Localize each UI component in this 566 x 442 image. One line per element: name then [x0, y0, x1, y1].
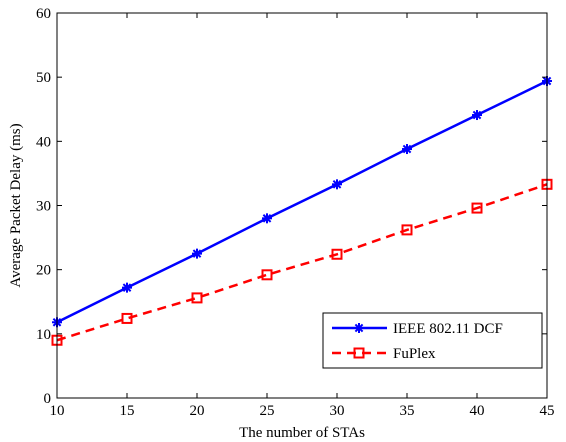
data-point-0-2: [192, 248, 202, 259]
data-point-0-4: [332, 179, 342, 190]
x-tick-label: 20: [190, 403, 205, 419]
legend-marker-ieee: [354, 323, 364, 333]
x-tick-label: 15: [120, 403, 135, 419]
y-tick-label: 40: [36, 134, 51, 150]
data-point-0-1: [122, 282, 132, 293]
y-tick-label: 60: [36, 6, 51, 22]
y-tick-label: 10: [36, 327, 51, 343]
legend: IEEE 802.11 DCF FuPlex: [322, 312, 543, 369]
y-tick-label: 0: [44, 391, 52, 407]
x-axis-label: The number of STAs: [239, 425, 365, 441]
y-tick-label: 30: [36, 199, 51, 215]
legend-marker-fuplex: [353, 347, 365, 359]
x-tick-label: 10: [50, 403, 65, 419]
data-point-1-4: [331, 248, 343, 260]
data-point-0-5: [402, 144, 412, 155]
data-point-1-1: [121, 312, 133, 324]
data-point-1-2: [191, 292, 203, 304]
y-tick-label: 20: [36, 263, 51, 279]
legend-box: [322, 312, 543, 369]
data-point-0-6: [472, 110, 482, 121]
data-point-1-5: [401, 224, 413, 236]
x-tick-label: 45: [540, 403, 555, 419]
x-tick-label: 25: [260, 403, 275, 419]
y-axis-label: Average Packet Delay (ms): [8, 123, 24, 287]
x-tick-label: 35: [400, 403, 415, 419]
data-point-0-3: [262, 213, 272, 224]
x-tick-label: 30: [330, 403, 345, 419]
series-line-1: [56, 183, 548, 342]
marks-layer: [51, 76, 553, 346]
y-tick-label: 50: [36, 70, 51, 86]
data-point-1-6: [471, 202, 483, 214]
data-point-1-3: [261, 269, 273, 281]
legend-label-fuplex: FuPlex: [393, 346, 436, 362]
series-line-0: [56, 79, 548, 324]
x-tick-label: 40: [470, 403, 485, 419]
legend-label-ieee: IEEE 802.11 DCF: [393, 321, 503, 337]
